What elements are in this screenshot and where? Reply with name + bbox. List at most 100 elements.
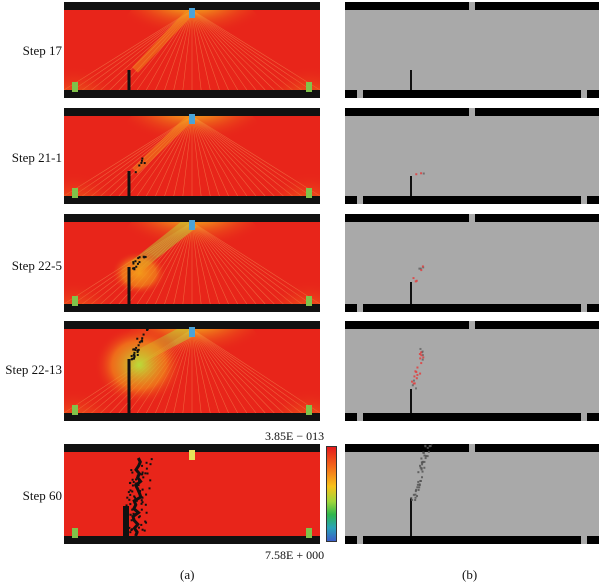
- crack-element: [418, 483, 421, 486]
- step-label-22-5: Step 22-5: [11, 258, 62, 273]
- crack-element: [128, 526, 131, 529]
- stress-panel-step-60: [64, 444, 320, 544]
- right-support: [581, 536, 587, 544]
- crack-element: [141, 337, 144, 340]
- crack-element: [131, 478, 134, 481]
- left-support: [72, 296, 78, 306]
- flexural-crack: [127, 267, 131, 304]
- crack-element: [129, 531, 132, 534]
- crack-element: [148, 487, 151, 490]
- crack-element: [422, 172, 425, 175]
- crack-element: [419, 267, 422, 270]
- beam-body: [64, 452, 320, 536]
- crack-element: [422, 356, 425, 359]
- crack-panel-step-21-1: [345, 108, 599, 204]
- crack-element: [132, 512, 135, 515]
- crack-element: [416, 483, 419, 486]
- crack-element: [134, 496, 137, 499]
- crack-element: [145, 521, 148, 524]
- crack-element: [414, 496, 417, 499]
- crack-element: [422, 451, 425, 454]
- crack-element: [129, 513, 132, 516]
- crack-element: [420, 362, 423, 365]
- right-support: [581, 413, 587, 421]
- crack-element: [137, 344, 140, 347]
- left-support: [72, 188, 78, 198]
- crack-element: [426, 455, 429, 458]
- load-pad: [189, 8, 195, 18]
- crack-element: [139, 490, 142, 493]
- crack-element: [145, 461, 148, 464]
- crack-element: [132, 357, 135, 360]
- right-support: [581, 196, 587, 204]
- crack-element: [421, 265, 424, 268]
- crack-element: [143, 529, 146, 532]
- left-support: [357, 413, 363, 421]
- bottom-edge: [64, 90, 320, 98]
- flexural-crack: [410, 498, 412, 536]
- crack-element: [134, 260, 137, 263]
- left-support: [357, 90, 363, 98]
- crack-element: [412, 277, 415, 280]
- crack-element: [415, 279, 418, 282]
- bottom-edge: [64, 196, 320, 204]
- flexural-crack: [410, 282, 412, 304]
- crack-element: [415, 488, 418, 491]
- crack-element: [423, 460, 426, 463]
- crack-element: [127, 491, 130, 494]
- crack-element: [419, 479, 422, 482]
- right-support: [581, 90, 587, 98]
- crack-element: [131, 484, 134, 487]
- beam-body: [345, 116, 599, 196]
- crack-element: [131, 490, 134, 493]
- flexural-crack: [127, 359, 131, 413]
- crack-element: [130, 355, 133, 358]
- colorbar: [326, 446, 337, 542]
- crack-element: [138, 479, 141, 482]
- crack-element: [136, 474, 139, 477]
- crack-element: [421, 460, 424, 463]
- caption-a: (a): [180, 567, 195, 582]
- crack-element: [412, 382, 415, 385]
- crack-element: [427, 450, 430, 453]
- step-label-22-13: Step 22-13: [5, 362, 62, 377]
- step-label-17: Step 17: [22, 43, 62, 58]
- caption-b: (b): [462, 567, 478, 582]
- crack-element: [426, 446, 429, 449]
- top-edge: [64, 444, 320, 452]
- crack-element: [135, 482, 138, 485]
- load-compression-zone: [122, 2, 262, 70]
- crack-element: [417, 488, 420, 491]
- crack-element: [137, 257, 140, 260]
- crack-element: [134, 527, 137, 530]
- stress-panel-step-22-5: [64, 214, 320, 312]
- right-support: [306, 405, 312, 415]
- crack-element: [420, 457, 423, 460]
- crack-element: [419, 372, 422, 375]
- crack-element: [135, 478, 138, 481]
- crack-element: [141, 339, 144, 342]
- step-label-21-1: Step 21-1: [11, 150, 62, 165]
- crack-element: [421, 463, 424, 466]
- crack-element: [415, 377, 418, 380]
- load-pad: [189, 220, 195, 230]
- crack-element: [138, 515, 141, 518]
- crack-element: [134, 349, 137, 352]
- crack-element: [144, 472, 147, 475]
- crack-element: [136, 350, 139, 353]
- crack-element: [140, 161, 143, 164]
- crack-element: [424, 457, 427, 460]
- crack-element: [146, 472, 149, 475]
- crack-element: [420, 269, 423, 272]
- crack-element: [133, 355, 136, 358]
- crack-element: [132, 481, 135, 484]
- bottom-edge: [64, 413, 320, 421]
- flexural-crack: [410, 389, 412, 413]
- crack-element: [140, 508, 143, 511]
- crack-element: [129, 503, 132, 506]
- colorbar-max-label: 3.85E − 013: [265, 429, 325, 443]
- load-pad: [189, 450, 195, 460]
- crack-element: [140, 473, 143, 476]
- crack-element: [134, 483, 137, 486]
- crack-element: [134, 171, 137, 174]
